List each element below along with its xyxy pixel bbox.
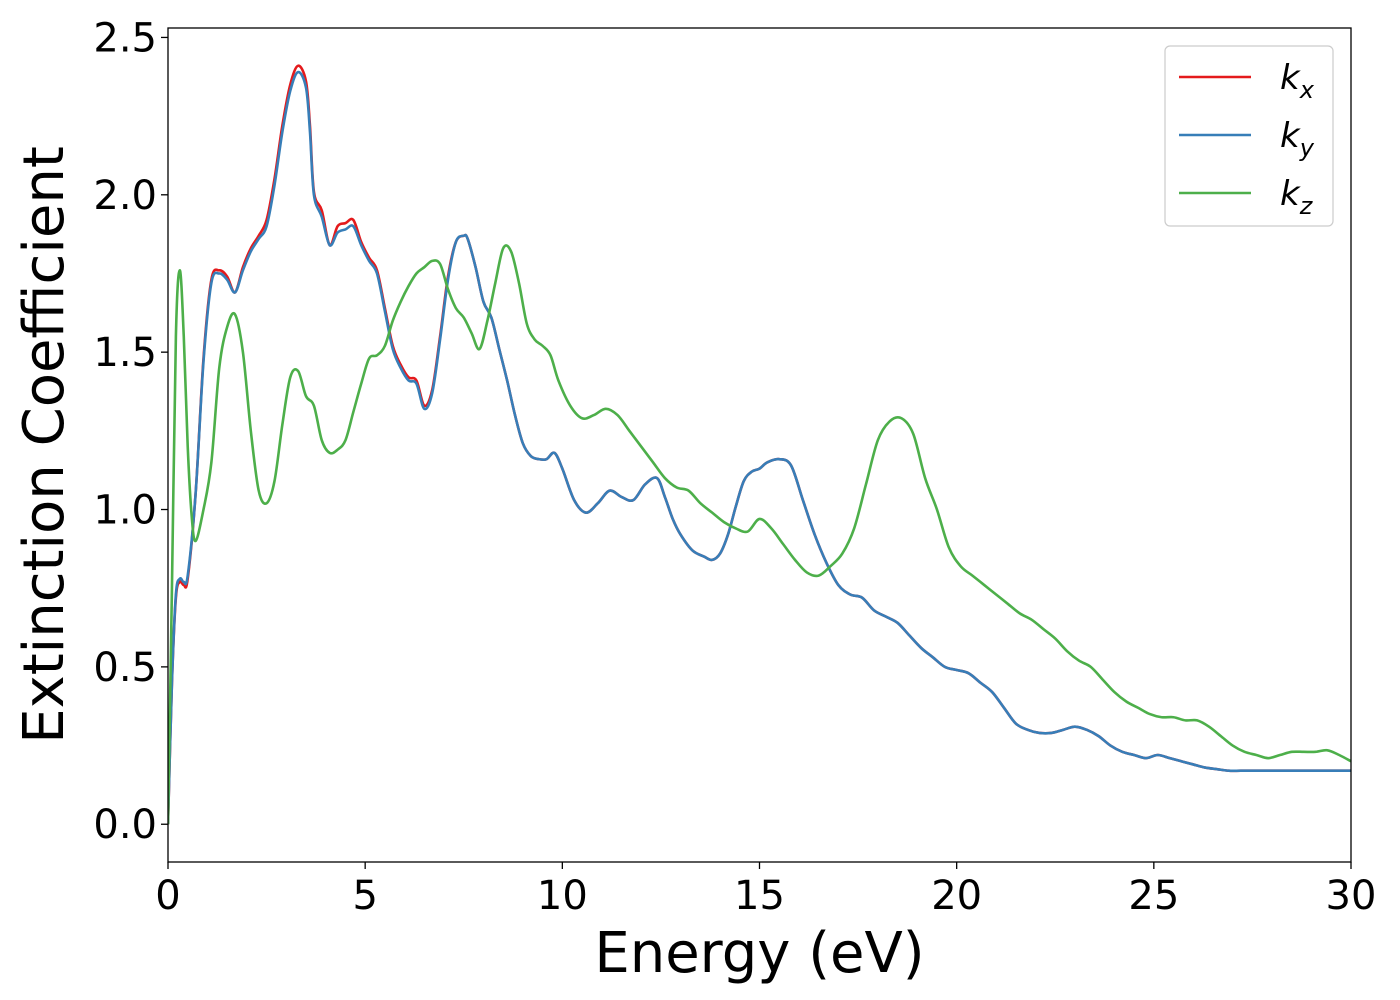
x-tick-label: 5 [352, 873, 377, 919]
series-line-y [168, 70, 1351, 825]
y-tick-label: 2.5 [93, 15, 157, 61]
y-tick-label: 1.5 [93, 330, 157, 376]
x-axis-title: Energy (eV) [594, 921, 924, 986]
x-tick-label: 30 [1326, 873, 1377, 919]
axes: 0 5 10 15 20 25 30 0.0 0.5 1.0 1.5 2.0 2.5 [93, 15, 1376, 919]
x-tick-label: 25 [1128, 873, 1179, 919]
legend-label-y: ky [1280, 116, 1315, 162]
y-tick-label: 0.5 [93, 645, 157, 691]
legend-label-x: kx [1280, 58, 1315, 104]
x-tick-label: 15 [734, 873, 785, 919]
legend-label-z: kz [1280, 174, 1314, 220]
y-axis-title: Extinction Coefficient [12, 146, 77, 744]
x-tick-label: 10 [537, 873, 588, 919]
y-tick-label: 0.0 [93, 802, 157, 848]
x-tick-label: 20 [931, 873, 982, 919]
y-tick-label: 2.0 [93, 173, 157, 219]
y-tick-label: 1.0 [93, 488, 157, 534]
legend: kx ky kz [1164, 45, 1334, 227]
plot-area [168, 64, 1351, 825]
x-tick-label: 0 [155, 873, 180, 919]
series-line-z [168, 244, 1351, 825]
